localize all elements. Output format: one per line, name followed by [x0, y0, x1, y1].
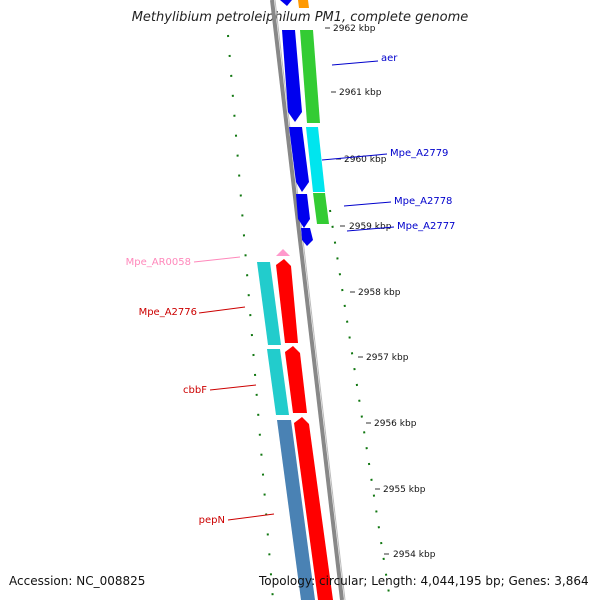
cds-forward-top[interactable] [280, 0, 292, 6]
map-title: Methylibium petroleiphilum PM1, complete… [131, 10, 469, 25]
cog-block-teal-cbbf[interactable] [267, 349, 289, 415]
cog-block-orange[interactable] [298, 0, 309, 8]
leader-mpe-a2777 [346, 226, 395, 232]
gene-label-mpe-a2778[interactable]: Mpe_A2778 [394, 196, 452, 207]
gene-label-pepn[interactable]: pepN [199, 515, 225, 526]
tick-label: 2962 kbp [333, 24, 376, 34]
tick-label: 2959 kbp [349, 222, 392, 232]
tick-label: 2961 kbp [339, 88, 382, 98]
leader-cbbf [209, 384, 257, 391]
leader-aer [331, 60, 379, 66]
gene-labels: aer Mpe_A2779 Mpe_A2778 Mpe_A2777 Mpe_AR… [126, 53, 456, 526]
tick-label: 2955 kbp [383, 485, 426, 495]
leader-mpe-a2779 [321, 153, 388, 161]
cds-forward-aer[interactable] [282, 30, 302, 122]
cog-block-steel-pepn[interactable] [277, 420, 315, 600]
gene-label-mpe-a2779[interactable]: Mpe_A2779 [390, 148, 448, 159]
leader-mpe-a2776 [198, 306, 246, 314]
genome-backbone-shadow [274, 0, 346, 600]
rna-mpe-ar0058[interactable] [276, 249, 290, 256]
tick-label: 2957 kbp [366, 353, 409, 363]
accession-label: Accession: NC_008825 [9, 574, 146, 588]
gene-label-mpe-ar0058[interactable]: Mpe_AR0058 [126, 257, 191, 268]
gene-label-cbbf[interactable]: cbbF [183, 385, 207, 396]
gene-label-aer[interactable]: aer [381, 53, 398, 64]
cds-forward-mpe-a2779[interactable] [289, 127, 309, 192]
gc-skew-track-outer [329, 209, 391, 600]
tick-label: 2960 kbp [344, 155, 387, 165]
cds-reverse-pepn[interactable] [294, 417, 333, 600]
gene-label-mpe-a2777[interactable]: Mpe_A2777 [397, 221, 455, 232]
leader-mpe-a2778 [343, 201, 392, 207]
gene-label-leaders [193, 60, 395, 521]
cog-block-green-aer[interactable] [300, 30, 320, 123]
cds-forward-mpe-a2777[interactable] [301, 228, 313, 246]
genome-summary: Topology: circular; Length: 4,044,195 bp… [259, 574, 589, 588]
cds-forward-mpe-a2778[interactable] [296, 194, 310, 228]
cog-block-cyan[interactable] [306, 127, 325, 192]
scale-tick-labels: 2962 kbp 2961 kbp 2960 kbp 2959 kbp 2958… [333, 24, 436, 560]
cog-block-green-2778[interactable] [313, 193, 329, 224]
gene-label-mpe-a2776[interactable]: Mpe_A2776 [139, 307, 197, 318]
tick-label: 2954 kbp [393, 550, 436, 560]
cds-reverse-cbbf[interactable] [285, 346, 307, 413]
cds-reverse-mpe-a2776[interactable] [276, 259, 298, 343]
leader-pepn [227, 513, 275, 521]
leader-mpe-ar0058 [193, 256, 241, 263]
genome-backbone [270, 0, 344, 600]
tick-label: 2958 kbp [358, 288, 401, 298]
tick-label: 2956 kbp [374, 419, 417, 429]
cog-block-teal-2776[interactable] [257, 262, 281, 345]
